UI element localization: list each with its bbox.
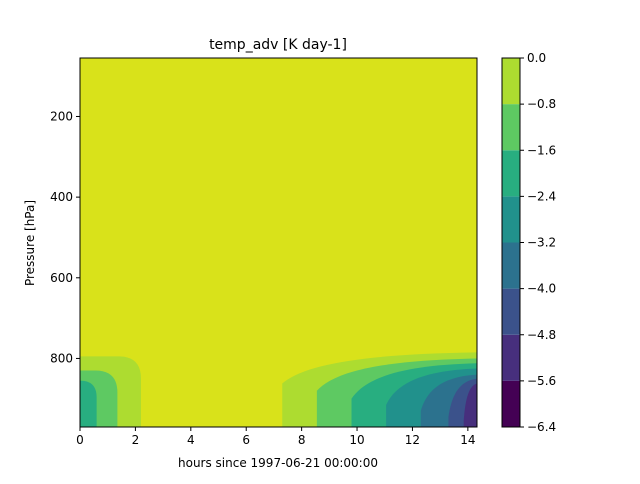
plot-area	[80, 58, 477, 427]
colorbar-tick-label-5: −4.0	[527, 282, 556, 296]
colorbar-band-4	[502, 196, 520, 243]
colorbar-band-7	[502, 58, 520, 105]
colorbar-tick-label-2: −1.6	[527, 143, 556, 157]
plot-frame	[79, 57, 478, 428]
colorbar-tick-label-6: −4.8	[527, 328, 556, 342]
y-axis: 200 400 600 800	[50, 109, 80, 365]
colorbar-band-5	[502, 150, 520, 197]
y-axis-label: Pressure [hPa]	[23, 200, 37, 286]
y-tick-label-400: 400	[50, 190, 73, 204]
colorbar-tick-label-0: 0.0	[527, 51, 546, 65]
colorbar-tick-label-8: −6.4	[527, 420, 556, 434]
colorbar-band-1	[502, 334, 520, 381]
x-axis-label: hours since 1997-06-21 00:00:00	[178, 456, 378, 470]
x-tick-label-10: 10	[349, 433, 364, 447]
x-axis: 0 2 4 6 8 10 12 14	[76, 427, 475, 447]
y-tick-label-800: 800	[50, 351, 73, 365]
contour-band-right-6	[463, 383, 477, 427]
colorbar-tick-label-1: −0.8	[527, 97, 556, 111]
colorbar-band-3	[502, 242, 520, 289]
chart-title: temp_adv [K day-1]	[209, 37, 347, 53]
x-tick-label-12: 12	[405, 433, 420, 447]
x-tick-label-8: 8	[298, 433, 306, 447]
x-tick-label-0: 0	[76, 433, 84, 447]
y-tick-label-600: 600	[50, 271, 73, 285]
contour-band-left-2	[80, 380, 97, 427]
colorbar-tick-label-3: −2.4	[527, 189, 556, 203]
y-tick-label-200: 200	[50, 109, 73, 123]
colorbar: 0.0 −0.8 −1.6 −2.4 −3.2 −4.0 −4.8 −5.6 −6.4	[501, 51, 556, 434]
colorbar-tick-label-4: −3.2	[527, 236, 556, 250]
colorbar-band-0	[502, 380, 520, 427]
x-tick-label-2: 2	[132, 433, 140, 447]
x-tick-label-6: 6	[242, 433, 250, 447]
colorbar-band-2	[502, 288, 520, 335]
x-tick-label-4: 4	[187, 433, 195, 447]
colorbar-tick-label-7: −5.6	[527, 374, 556, 388]
x-tick-label-14: 14	[460, 433, 475, 447]
colorbar-band-6	[502, 104, 520, 151]
